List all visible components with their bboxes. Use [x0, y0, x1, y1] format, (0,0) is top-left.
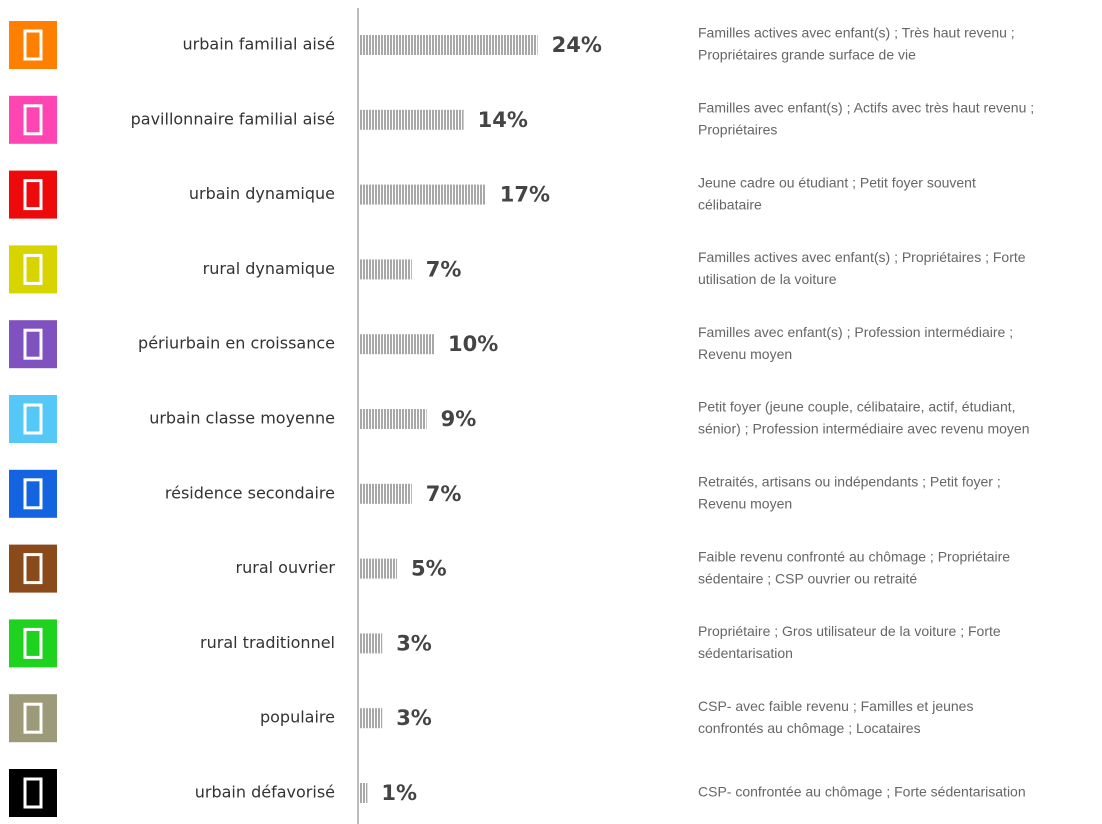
bar: [360, 35, 538, 55]
description: sédentaire ; CSP ouvrier ou retraité: [698, 570, 917, 586]
description: Familles avec enfant(s) ; Profession int…: [698, 324, 1013, 340]
description: Familles actives avec enfant(s) ; Très h…: [698, 25, 1015, 41]
icon-glyph: [23, 627, 43, 659]
value-label: 1%: [381, 781, 417, 805]
icon: [9, 95, 57, 144]
description: Propriétaires: [698, 122, 777, 138]
icon: [9, 320, 57, 369]
value-label: 14%: [478, 108, 528, 132]
description: Revenu moyen: [698, 346, 792, 362]
description: CSP- confrontée au chômage ; Forte séden…: [698, 784, 1026, 800]
bar: [360, 109, 464, 130]
icon: [9, 769, 57, 817]
description: Revenu moyen: [698, 496, 792, 512]
value-label: 3%: [396, 706, 432, 730]
description: Faible revenu confronté au chômage ; Pro…: [698, 548, 1010, 564]
description: confrontés au chômage ; Locataires: [698, 720, 921, 736]
icon-glyph: [23, 553, 43, 585]
category-label: urbain familial aisé: [183, 35, 335, 54]
value-label: 7%: [426, 257, 462, 281]
icon-glyph: [23, 328, 43, 360]
icon-tile: [9, 395, 57, 443]
value-label: 17%: [500, 183, 550, 207]
value-label: 9%: [441, 407, 477, 431]
icon-glyph: [23, 104, 43, 136]
description: Petit foyer (jeune couple, célibataire, …: [698, 399, 1016, 415]
bar: [360, 483, 412, 504]
icon-glyph: [23, 179, 43, 211]
bar: [360, 708, 383, 729]
icon-tile: [9, 469, 57, 518]
value-label: 7%: [426, 482, 462, 506]
bar: [360, 409, 427, 429]
icon-tile: [9, 694, 57, 743]
icon-tile: [9, 21, 57, 69]
icon-glyph: [23, 253, 43, 285]
value-label: 5%: [411, 557, 447, 581]
category-label: rural ouvrier: [236, 558, 336, 577]
description: CSP- avec faible revenu ; Familles et je…: [698, 698, 973, 714]
category-label: urbain classe moyenne: [149, 409, 335, 428]
category-label: résidence secondaire: [165, 483, 335, 502]
bar: [360, 558, 397, 579]
description: sédentarisation: [698, 645, 793, 661]
category-label: rural traditionnel: [200, 633, 335, 652]
description: Familles actives avec enfant(s) ; Propri…: [698, 249, 1026, 265]
category-label: périurbain en croissance: [138, 334, 335, 353]
icon: [9, 395, 57, 443]
icon-glyph: [23, 702, 43, 734]
icon: [9, 544, 57, 593]
value-label: 24%: [552, 33, 602, 57]
description: utilisation de la voiture: [698, 271, 837, 287]
bar: [360, 633, 383, 654]
description: Propriétaire ; Gros utilisateur de la vo…: [698, 623, 1001, 639]
bar: [360, 259, 412, 280]
icon: [9, 694, 57, 743]
bar: [360, 783, 368, 803]
description: Retraités, artisans ou indépendants ; Pe…: [698, 474, 1001, 490]
icon-tile: [9, 95, 57, 144]
value-label: 3%: [396, 631, 432, 655]
icon-tile: [9, 320, 57, 369]
icon-tile: [9, 769, 57, 817]
value-label: 10%: [448, 332, 498, 356]
bar: [360, 184, 486, 205]
category-label: populaire: [260, 708, 335, 727]
icon-glyph: [23, 403, 43, 435]
description: Propriétaires grande surface de vie: [698, 47, 916, 63]
icon-glyph: [23, 777, 43, 809]
icon: [9, 170, 57, 219]
description: Jeune cadre ou étudiant ; Petit foyer so…: [698, 174, 976, 190]
icon-tile: [9, 619, 57, 668]
icon: [9, 21, 57, 69]
icon: [9, 469, 57, 518]
icon-tile: [9, 544, 57, 593]
description: sénior) ; Profession intermédiaire avec …: [698, 421, 1030, 437]
bar: [360, 334, 434, 355]
category-label: urbain défavorisé: [195, 783, 335, 802]
description: célibataire: [698, 196, 762, 212]
icon-glyph: [23, 29, 43, 61]
icon-glyph: [23, 478, 43, 510]
icon-tile: [9, 245, 57, 294]
category-label: rural dynamique: [203, 259, 335, 278]
icon-tile: [9, 170, 57, 219]
icon: [9, 245, 57, 294]
category-label: urbain dynamique: [189, 184, 335, 203]
icon: [9, 619, 57, 668]
category-label: pavillonnaire familial aisé: [131, 109, 335, 128]
description: Familles avec enfant(s) ; Actifs avec tr…: [698, 100, 1034, 116]
